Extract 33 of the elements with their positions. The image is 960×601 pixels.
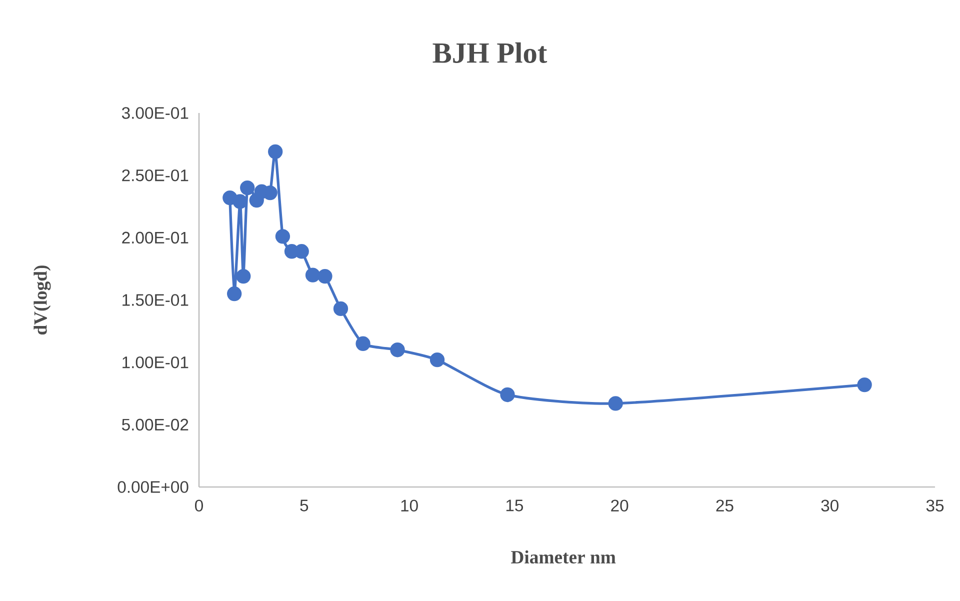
point [318, 268, 332, 284]
point [232, 194, 248, 209]
x-tick-label: 35 [926, 500, 944, 512]
point [500, 387, 515, 402]
point [608, 396, 623, 411]
point [226, 286, 242, 302]
y-tick-label: 2.50E-01 [122, 169, 188, 182]
x-tick-label: 15 [506, 500, 523, 512]
y-tick-label: 5.00E-02 [122, 418, 188, 431]
x-tick-label: 25 [716, 500, 734, 512]
x-tick-label: 5 [300, 500, 308, 512]
point [390, 342, 405, 358]
y-axis-title: dV(logd) [34, 266, 51, 335]
y-tick-label: 1.00E-01 [122, 356, 188, 368]
point [356, 336, 370, 351]
x-tick-label: 20 [611, 500, 628, 512]
y-tick-label: 2.00E-01 [122, 232, 188, 244]
point [236, 268, 251, 284]
y-tick-label: 0.00E+00 [118, 481, 188, 493]
x-tick-label: 10 [401, 500, 418, 512]
y-tick-label: 3.00E-01 [122, 107, 188, 119]
chart-title: BJH Plot [432, 42, 548, 63]
x-axis-title: Diameter nm [511, 550, 616, 564]
point [268, 144, 283, 159]
y-tick-label: 1.50E-01 [122, 294, 188, 306]
point [305, 268, 320, 282]
x-tick-label: 30 [821, 500, 838, 512]
point [275, 229, 290, 244]
point [430, 352, 445, 368]
x-tick-label: 0 [195, 500, 203, 512]
point [333, 301, 348, 316]
point [240, 180, 255, 196]
point [857, 377, 872, 392]
